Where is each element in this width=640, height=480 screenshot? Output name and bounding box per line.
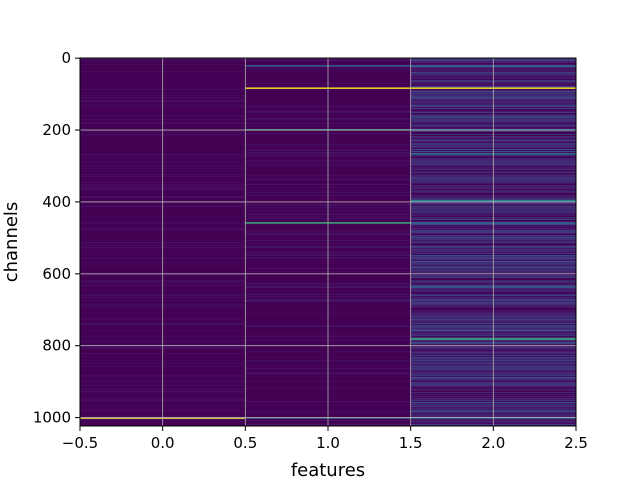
x-tick-label: 2.5: [564, 434, 588, 452]
x-tick-label: 1.0: [316, 434, 340, 452]
y-axis-ticks: 0 200 400 600 800 1000: [33, 49, 80, 427]
x-tick-label: 0.5: [233, 434, 257, 452]
y-tick-label: 200: [42, 121, 71, 139]
y-tick-label: 800: [42, 337, 71, 355]
x-tick-label: 2.0: [481, 434, 505, 452]
x-axis-label: features: [291, 460, 365, 480]
y-tick-label: 1000: [33, 409, 71, 427]
x-tick-label: −0.5: [62, 434, 98, 452]
x-tick-label: 0.0: [151, 434, 175, 452]
y-tick-label: 0: [61, 49, 71, 67]
x-axis-ticks: −0.5 0.0 0.5 1.0 1.5 2.0 2.5: [62, 426, 588, 452]
x-tick-label: 1.5: [399, 434, 423, 452]
y-tick-label: 400: [42, 193, 71, 211]
y-tick-label: 600: [42, 265, 71, 283]
y-axis-label: channels: [1, 202, 22, 283]
